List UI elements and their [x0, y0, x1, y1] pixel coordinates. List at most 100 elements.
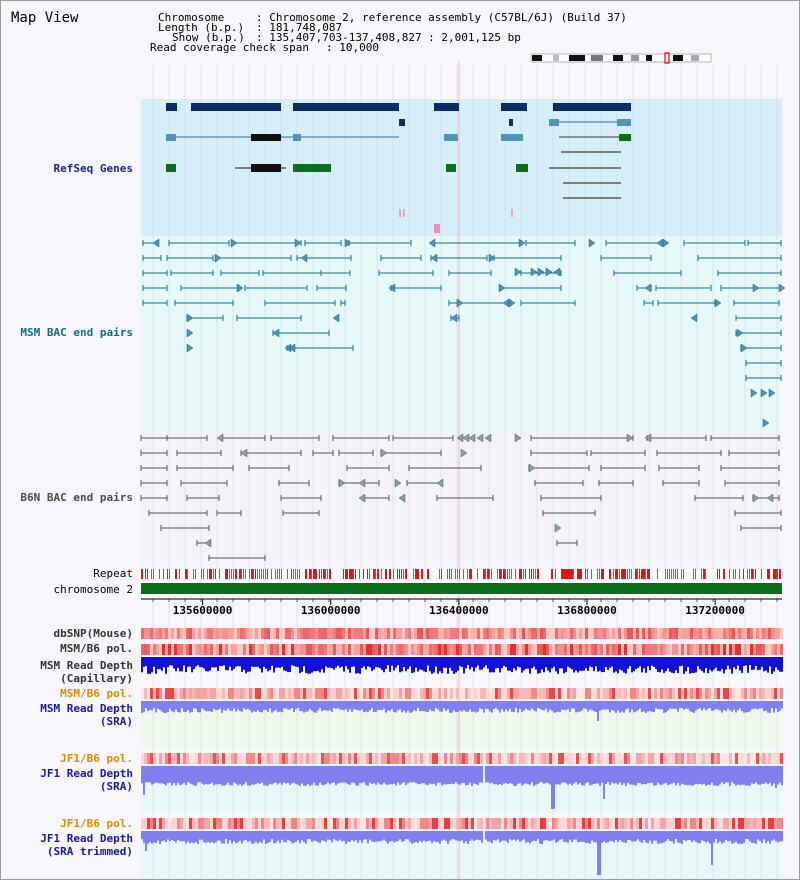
bac-end-arrow	[358, 478, 366, 488]
info-read-span-key: Read coverage check span	[150, 41, 309, 54]
label-b6n-bac[interactable]: B6N BAC end pairs	[20, 491, 133, 504]
info-chromosome-value: : Chromosome 2, reference assembly (C57B…	[256, 11, 627, 24]
bac-end-arrow	[380, 448, 388, 458]
gene-feature[interactable]	[166, 164, 176, 172]
gene-feature[interactable]	[617, 119, 631, 126]
bac-end-arrow	[436, 478, 444, 488]
info-length-key: Length (b.p.)	[158, 21, 245, 34]
jf1-depth-sra	[141, 766, 783, 809]
info-length-value: : 181,748,087	[256, 21, 343, 34]
bac-end-arrow	[644, 283, 652, 293]
axis-tick-label: 136800000	[557, 604, 617, 617]
gene-feature[interactable]	[446, 164, 456, 172]
gene-feature[interactable]	[553, 103, 631, 111]
bac-end-arrow	[762, 418, 770, 428]
axis-tick-label: 136400000	[429, 604, 489, 617]
label-repeat: Repeat	[93, 567, 133, 580]
label-jf1-depth-trimmed[interactable]: JF1 Read Depth (SRA trimmed)	[40, 832, 133, 858]
grid-lines	[152, 65, 778, 879]
bac-end-arrow	[760, 388, 768, 398]
bac-end-arrow	[530, 267, 538, 277]
label-msm-b6-pol[interactable]: MSM/B6 pol.	[60, 642, 133, 655]
label-msm-bac[interactable]: MSM BAC end pairs	[20, 326, 133, 339]
bac-end-arrow	[514, 433, 522, 443]
bac-end-arrow	[186, 343, 194, 353]
chromosome-ideogram	[530, 52, 712, 64]
bac-end-arrow	[388, 283, 396, 293]
bac-end-arrow	[152, 238, 160, 248]
bac-end-arrow	[644, 433, 652, 443]
bac-end-arrow	[428, 238, 436, 248]
bac-end-arrow	[498, 283, 506, 293]
bac-end-arrow	[553, 267, 561, 277]
gene-feature[interactable]	[293, 164, 331, 172]
gene-feature[interactable]	[434, 103, 459, 111]
gene-feature[interactable]	[501, 103, 527, 111]
bac-end-arrow	[514, 267, 522, 277]
gene-feature[interactable]	[166, 103, 177, 111]
bac-end-arrow	[294, 238, 302, 248]
info-read-span-value: : 10,000	[326, 41, 379, 54]
bac-end-arrow	[358, 493, 366, 503]
bac-end-arrow	[240, 448, 248, 458]
gene-feature[interactable]	[501, 134, 523, 141]
gene-feature[interactable]	[293, 134, 301, 141]
bac-end-arrow	[204, 538, 212, 548]
label-chromosome: chromosome 2	[53, 583, 133, 596]
gene-feature[interactable]	[399, 119, 405, 126]
bac-end-arrow	[288, 343, 296, 353]
bac-end-arrow	[752, 493, 760, 503]
info-show-key: Show (b.p.)	[172, 31, 245, 44]
bac-end-arrow	[766, 493, 774, 503]
msm-b6-pol-heatmap	[141, 644, 783, 655]
gene-feature[interactable]	[166, 134, 176, 141]
label-jf1-depth-sra[interactable]: JF1 Read Depth (SRA)	[40, 767, 133, 793]
gene-feature[interactable]	[549, 119, 559, 126]
bac-end-arrow	[398, 493, 406, 503]
gene-feature[interactable]	[293, 103, 399, 111]
bac-end-arrow	[484, 433, 492, 443]
label-msm-depth-capillary[interactable]: MSM Read Depth (Capillary)	[40, 659, 133, 685]
bac-end-arrow	[554, 523, 562, 533]
gene-feature[interactable]	[191, 103, 281, 111]
bac-end-arrow	[300, 253, 308, 263]
jf1-b6-pol-heatmap	[141, 753, 783, 764]
bac-end-arrow	[488, 253, 496, 263]
axis-tick-label: 136000000	[301, 604, 361, 617]
bac-end-arrow	[236, 283, 244, 293]
gene-feature[interactable]	[251, 134, 281, 141]
msm-bac-track[interactable]	[142, 238, 786, 428]
bac-end-arrow	[216, 433, 224, 443]
bac-end-arrow	[508, 298, 516, 308]
label-msm-b6-pol-2[interactable]: MSM/B6 pol.	[60, 687, 133, 700]
gene-feature[interactable]	[444, 134, 458, 141]
gene-feature[interactable]	[516, 164, 528, 172]
jf1-b6-pol-heatmap-2	[141, 818, 783, 829]
label-dbsnp[interactable]: dbSNP(Mouse)	[53, 627, 133, 640]
gene-feature[interactable]	[251, 164, 281, 172]
bac-end-arrow	[626, 433, 634, 443]
b6n-bac-track[interactable]	[140, 433, 782, 561]
bac-end-arrow	[778, 283, 786, 293]
bac-end-arrow	[545, 267, 553, 277]
bac-end-arrow	[394, 478, 402, 488]
bac-end-arrow	[518, 238, 526, 248]
label-msm-depth-sra[interactable]: MSM Read Depth (SRA)	[40, 702, 133, 728]
bac-end-arrow	[460, 448, 468, 458]
bac-end-arrow	[272, 328, 280, 338]
gene-feature[interactable]	[509, 119, 513, 126]
label-jf1-b6-pol[interactable]: JF1/B6 pol.	[60, 752, 133, 765]
chromosome-bar	[141, 583, 782, 594]
bac-end-arrow	[186, 328, 194, 338]
gene-feature[interactable]	[619, 134, 631, 141]
bac-end-arrow	[476, 433, 484, 443]
msm-bac-track-bg	[141, 236, 782, 431]
axis-tick-label: 137200000	[685, 604, 745, 617]
page-title: Map View	[11, 10, 79, 26]
label-refseq-genes[interactable]: RefSeq Genes	[53, 162, 133, 175]
label-jf1-b6-pol-2[interactable]: JF1/B6 pol.	[60, 817, 133, 830]
refseq-gene-track[interactable]	[166, 103, 631, 233]
bac-end-arrow	[450, 313, 458, 323]
bac-end-arrow	[662, 238, 670, 248]
